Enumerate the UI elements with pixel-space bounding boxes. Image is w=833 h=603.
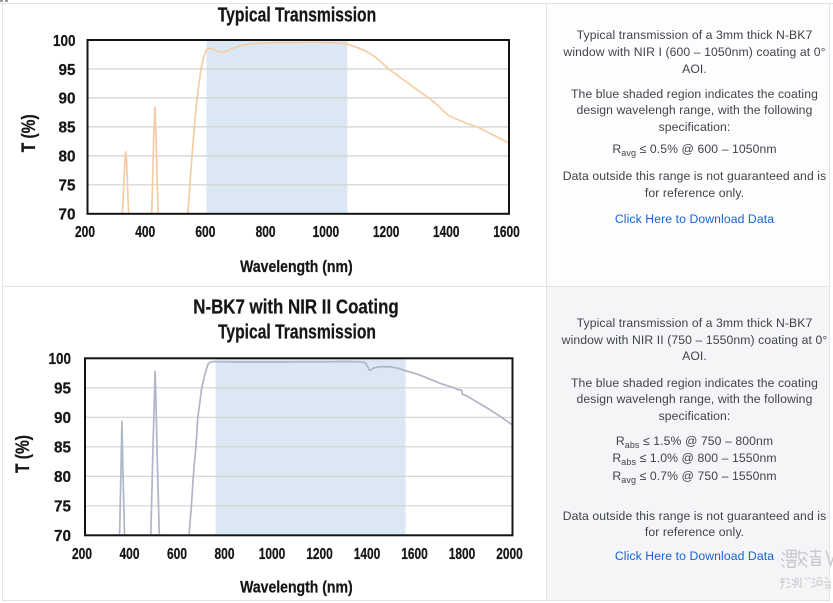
- svg-text:1600: 1600: [401, 546, 428, 563]
- svg-text:1600: 1600: [493, 224, 520, 241]
- svg-text:400: 400: [135, 224, 155, 241]
- svg-text:T (%): T (%): [19, 114, 40, 152]
- svg-text:70: 70: [59, 207, 76, 224]
- svg-text:70: 70: [54, 528, 71, 545]
- svg-text:800: 800: [215, 546, 235, 563]
- svg-text:Typical Transmission: Typical Transmission: [218, 322, 376, 344]
- svg-text:200: 200: [72, 546, 92, 563]
- svg-text:Wavelength (nm): Wavelength (nm): [240, 578, 353, 597]
- svg-text:75: 75: [59, 178, 76, 195]
- svg-text:1000: 1000: [313, 224, 340, 241]
- svg-text:600: 600: [195, 224, 215, 241]
- svg-text:85: 85: [54, 440, 71, 457]
- svg-text:80: 80: [54, 469, 71, 486]
- svg-text:75: 75: [54, 499, 71, 516]
- svg-text:80: 80: [59, 149, 76, 166]
- svg-text:85: 85: [59, 120, 76, 137]
- svg-text:800: 800: [256, 224, 276, 241]
- svg-text:Typical Transmission: Typical Transmission: [218, 5, 377, 27]
- svg-text:100: 100: [53, 33, 76, 50]
- svg-text:Wavelength (nm): Wavelength (nm): [240, 257, 353, 276]
- svg-text:2000: 2000: [496, 546, 523, 563]
- svg-text:T (%): T (%): [13, 435, 34, 473]
- svg-text:1400: 1400: [433, 224, 460, 241]
- svg-text:400: 400: [120, 546, 140, 563]
- svg-text:100: 100: [49, 351, 72, 368]
- svg-text:95: 95: [59, 62, 76, 79]
- svg-text:200: 200: [75, 224, 95, 241]
- svg-text:95: 95: [54, 381, 71, 398]
- svg-text:1800: 1800: [449, 546, 476, 563]
- svg-text:600: 600: [167, 546, 187, 563]
- svg-text:N-BK7 with NIR II Coating: N-BK7 with NIR II Coating: [193, 297, 399, 319]
- svg-text:1200: 1200: [306, 546, 333, 563]
- svg-text:1000: 1000: [259, 546, 286, 563]
- svg-text:1400: 1400: [354, 546, 381, 563]
- svg-text:90: 90: [54, 410, 71, 427]
- svg-text:90: 90: [59, 91, 76, 108]
- svg-text:1200: 1200: [373, 224, 400, 241]
